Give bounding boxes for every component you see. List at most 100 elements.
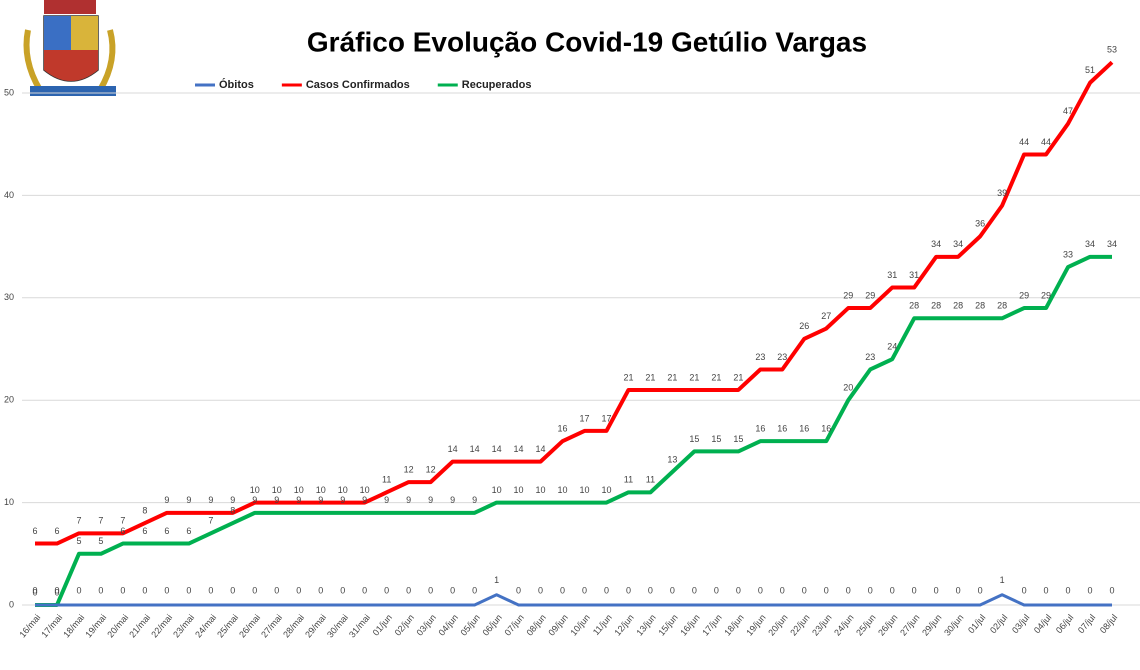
data-label: 10 (558, 485, 568, 495)
x-tick-label: 03/jun (415, 612, 438, 637)
data-label: 7 (98, 516, 103, 526)
data-label: 7 (120, 516, 125, 526)
data-label: 31 (909, 270, 919, 280)
x-tick-label: 04/jun (437, 612, 460, 637)
data-label: 28 (953, 301, 963, 311)
x-tick-label: 23/jun (810, 612, 833, 637)
data-label: 0 (1109, 585, 1114, 595)
data-label: 24 (887, 342, 897, 352)
data-label: 16 (777, 424, 787, 434)
data-label: 6 (120, 526, 125, 536)
x-tick-label: 25/mai (215, 612, 240, 639)
x-tick-label: 05/jun (459, 612, 482, 637)
data-label: 9 (406, 495, 411, 505)
data-label: 21 (667, 372, 677, 382)
data-label: 0 (560, 585, 565, 595)
data-label: 21 (711, 372, 721, 382)
x-tick-label: 01/jun (371, 612, 394, 637)
data-label: 17 (601, 413, 611, 423)
data-label: 9 (296, 495, 301, 505)
data-label: 0 (362, 585, 367, 595)
y-tick-label: 40 (4, 190, 14, 200)
data-label: 0 (208, 585, 213, 595)
x-tick-label: 23/mai (171, 612, 196, 639)
x-tick-label: 26/jun (876, 612, 899, 637)
data-label: 11 (382, 475, 391, 485)
data-label: 1 (494, 575, 499, 585)
data-label: 0 (32, 587, 37, 597)
data-label: 16 (799, 424, 809, 434)
x-tick-label: 08/jun (524, 612, 547, 637)
data-label: 28 (975, 301, 985, 311)
data-label: 5 (98, 536, 103, 546)
y-tick-label: 50 (4, 87, 14, 97)
data-label: 29 (843, 290, 853, 300)
data-label: 9 (450, 495, 455, 505)
data-label: 14 (448, 444, 458, 454)
data-label: 0 (912, 585, 917, 595)
data-label: 0 (32, 585, 37, 595)
data-label: 16 (821, 424, 831, 434)
data-label: 0 (736, 585, 741, 595)
x-tick-label: 02/jul (988, 612, 1009, 635)
data-label: 10 (250, 485, 260, 495)
series-line (35, 254, 1112, 607)
data-label: 21 (733, 372, 743, 382)
data-label: 0 (54, 587, 59, 597)
chart-title: Gráfico Evolução Covid-19 Getúlio Vargas (307, 26, 867, 57)
data-label: 11 (646, 475, 655, 485)
x-tick-label: 07/jul (1076, 612, 1097, 635)
data-label: 0 (1088, 585, 1093, 595)
data-label: 7 (76, 516, 81, 526)
x-tick-label: 01/jul (966, 612, 987, 635)
data-label: 9 (428, 495, 433, 505)
legend-label: Recuperados (462, 79, 532, 91)
data-label: 6 (142, 526, 147, 536)
data-label: 1 (1000, 575, 1005, 585)
data-label: 34 (1085, 239, 1095, 249)
data-label: 44 (1019, 137, 1029, 147)
x-tick-label: 10/jun (568, 612, 591, 637)
data-label: 0 (582, 585, 587, 595)
data-label: 0 (384, 585, 389, 595)
series-line (35, 593, 1112, 607)
y-tick-label: 10 (4, 497, 14, 507)
data-label: 31 (887, 270, 897, 280)
data-label: 21 (645, 372, 655, 382)
data-label: 0 (648, 585, 653, 595)
x-tick-label: 29/mai (303, 612, 328, 639)
data-label: 28 (931, 301, 941, 311)
data-label: 20 (843, 383, 853, 393)
data-label: 29 (865, 290, 875, 300)
x-tick-label: 07/jun (502, 612, 525, 637)
data-label: 14 (514, 444, 524, 454)
data-label: 10 (536, 485, 546, 495)
x-tick-label: 21/mai (127, 612, 152, 639)
data-label: 34 (931, 239, 941, 249)
data-label: 0 (824, 585, 829, 595)
data-label: 0 (780, 585, 785, 595)
data-label: 0 (230, 585, 235, 595)
data-label: 0 (164, 585, 169, 595)
data-label: 9 (186, 495, 191, 505)
data-label: 9 (362, 495, 367, 505)
logo (23, 0, 116, 96)
data-label: 0 (890, 585, 895, 595)
x-tick-label: 15/jun (656, 612, 679, 637)
data-label: 23 (777, 352, 787, 362)
data-label: 11 (624, 475, 633, 485)
data-label: 0 (538, 585, 543, 595)
data-label: 0 (626, 585, 631, 595)
data-label: 10 (360, 485, 370, 495)
data-label: 5 (76, 536, 81, 546)
data-label: 10 (579, 485, 589, 495)
data-label: 0 (758, 585, 763, 595)
x-tick-label: 20/jun (766, 612, 789, 637)
data-label: 23 (755, 352, 765, 362)
x-tick-label: 03/jul (1010, 612, 1031, 635)
x-tick-label: 13/jun (634, 612, 657, 637)
data-label: 14 (536, 444, 546, 454)
data-label: 8 (230, 505, 235, 515)
data-label: 0 (296, 585, 301, 595)
data-label: 47 (1063, 106, 1073, 116)
